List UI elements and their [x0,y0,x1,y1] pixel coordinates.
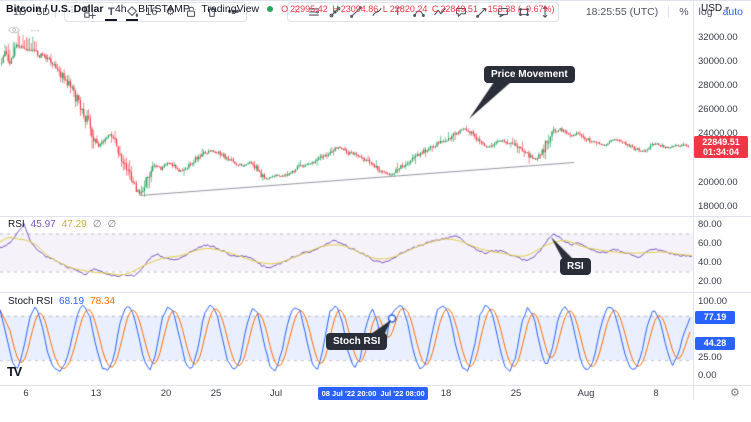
price-axis-separator [693,0,694,400]
high-value: 23094.86 [340,4,379,14]
drawing-anchor-price-badge: 77.19 [695,311,735,324]
interval-label[interactable]: 4h [114,3,127,15]
eye-icon[interactable] [6,22,22,38]
more-options-icon[interactable]: ⋯ [30,24,40,35]
change-value: −153.38 (−0.67%) [482,4,555,14]
tradingview-logo[interactable]: TV [7,364,22,379]
stoch-title: Stoch RSI [8,296,54,307]
callout-rsi[interactable]: RSI [560,258,591,275]
price-scale-label: 20.00 [698,276,722,287]
stoch-d-value: 78.34 [90,296,116,307]
time-scale-label: Jul [269,388,283,399]
template-layout-icon[interactable] [82,4,98,20]
last-price-badge: 22849.51 01:34:04 [694,136,748,158]
drawing-anchor-time-badge: 08 Jul '22 20:00 [318,387,380,400]
chevron-down-icon: ▾ [725,4,730,13]
pane-divider-rsi[interactable] [0,216,751,217]
price-scale-label: 24000.00 [698,128,738,139]
trendline-tool-icon[interactable] [348,4,364,20]
drawing-anchor-price-badge: 44.28 [695,337,735,350]
time-scale-label: 20 [160,388,172,399]
price-scale-label: 80.00 [698,219,722,230]
pane-divider-stoch[interactable] [0,292,751,293]
stoch-status-row[interactable]: Stoch RSI 68.19 78.34 [8,296,115,307]
time-scale-label: 6 [23,388,29,399]
market-status-dot [267,6,274,12]
anchored-trend-tool-icon[interactable] [327,4,343,20]
high-label: H [332,4,339,14]
symbol-legend: Bitcoin / U.S. Dollar · 4h · BITSTAMP · … [6,3,556,15]
close-value: 22849.51 [440,4,478,14]
time-scale-label: 25 [210,388,222,399]
price-scale-label: 30000.00 [698,56,738,67]
price-scale-label: 20000.00 [698,177,738,188]
time-scale-label: 13 [90,388,102,399]
last-price-value: 22849.51 [702,137,740,147]
close-label: C [431,4,439,14]
time-scale-label: 18 [440,388,452,399]
callout-tool-icon[interactable] [453,4,469,20]
price-scale-label: 40.00 [698,257,722,268]
unlock-icon[interactable] [183,4,199,20]
callout-price-movement[interactable]: Price Movement [484,66,575,83]
time-scale-label: 8 [653,388,659,399]
open-value: 22995.42 [290,4,328,14]
zigzag-tool-icon[interactable] [432,4,448,20]
legend-hover-tools: ⋯ [6,22,43,38]
price-scale-label: 26000.00 [698,104,738,115]
rsi-title: RSI [8,219,25,230]
text-tool-icon[interactable]: T [394,5,402,18]
time-scale-label: 25 [510,388,522,399]
price-scale-label: 28000.00 [698,80,738,91]
vertical-line-tool-icon[interactable] [537,4,553,20]
drawing-anchor-time-badge: Jul '22 08:00 [377,387,428,400]
time-axis-separator [0,385,751,386]
text-color-tool[interactable]: T [103,4,119,21]
trash-icon[interactable] [204,4,220,20]
currency-selector[interactable]: USD ▾ [701,3,729,14]
legend-separator: · [130,3,135,15]
fill-color-tool[interactable] [124,4,140,21]
rsi-hidden-plot: ∅ [92,219,102,230]
rsi-status-row[interactable]: RSI 45.97 47.29 ∅ ∅ [8,219,116,230]
time-scale-label: Aug [577,388,595,399]
price-scale-label: 100.00 [698,296,728,307]
currency-label: USD [701,3,723,14]
rsi-value: 45.97 [30,219,56,230]
price-scale-label: 25.00 [698,352,722,363]
ohlc-values: O 22995.42 H 23094.86 L 22820.24 C 22849.51 … [281,4,556,14]
rsi-ma-value: 47.29 [61,219,87,230]
rectangle-tool-icon[interactable] [516,4,532,20]
exchange-label[interactable]: BITSTAMP [138,3,190,15]
bar-countdown: 01:34:04 [702,147,740,157]
callout-stoch-rsi[interactable]: Stoch RSI [326,333,388,350]
timescale-settings-gear-icon[interactable]: ⚙ [730,387,740,399]
low-label: L [382,4,388,14]
price-scale-label: 18000.00 [698,201,738,212]
price-scale-label: 0.00 [698,370,717,381]
more-tools-icon[interactable]: ••• [227,5,240,18]
brush-tool-icon[interactable] [369,4,385,20]
price-scale-label: 32000.00 [698,32,738,43]
low-value: 22820.24 [389,4,428,14]
horizontal-lines-tool-icon[interactable] [306,4,322,20]
legend-separator: · [193,3,198,15]
symbol-title[interactable]: Bitcoin / U.S. Dollar [6,3,104,15]
price-scale-label: 60.00 [698,238,722,249]
stoch-k-value: 68.19 [59,296,85,307]
drawing-settings-gear-icon[interactable]: ⚙ [165,6,176,18]
legend-separator: · [107,3,111,15]
platform-label: TradingView [201,3,260,15]
rsi-hidden-plot: ∅ [107,219,117,230]
ray-arrow-tool-icon[interactable] [474,4,490,20]
comment-tool-icon[interactable] [495,4,511,20]
open-label: O [281,4,289,14]
curve-tool-icon[interactable] [411,4,427,20]
